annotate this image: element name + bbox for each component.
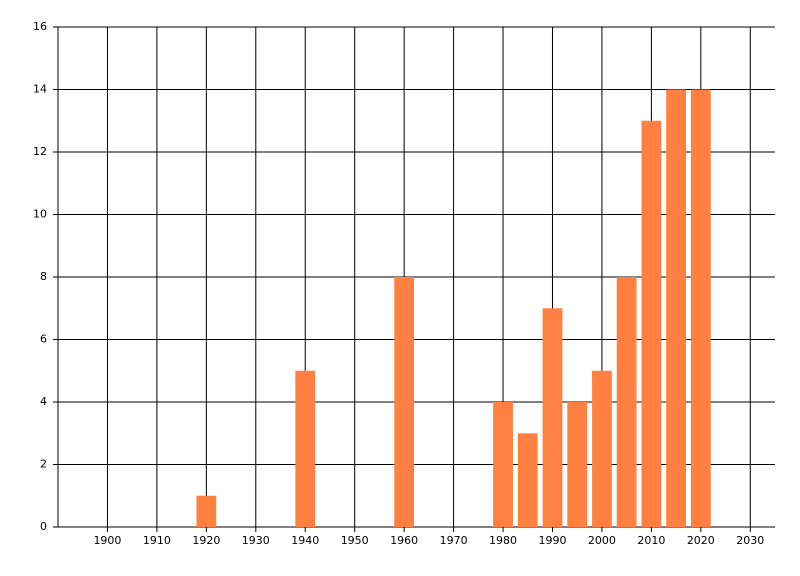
x-tick-label: 2000	[588, 534, 616, 547]
x-tick-label: 2030	[736, 534, 764, 547]
x-tick-label: 1990	[538, 534, 566, 547]
bar	[493, 402, 513, 527]
y-tick-label: 2	[40, 458, 47, 471]
x-tick-label: 1950	[341, 534, 369, 547]
x-tick-label: 1930	[242, 534, 270, 547]
bar	[295, 370, 316, 527]
x-tick-label: 1980	[489, 534, 517, 547]
y-tick-label: 0	[40, 520, 47, 533]
x-tick-label: 1940	[291, 534, 319, 547]
bar	[641, 120, 662, 527]
bar	[666, 89, 686, 527]
bar	[567, 402, 588, 527]
x-tick-label: 2020	[687, 534, 715, 547]
bar	[542, 308, 563, 527]
bar	[592, 370, 612, 527]
bar	[616, 277, 637, 527]
x-tick-label: 1900	[93, 534, 121, 547]
y-tick-label: 6	[40, 333, 47, 346]
bar	[394, 277, 415, 527]
x-tick-label: 1970	[440, 534, 468, 547]
y-tick-label: 16	[33, 20, 47, 33]
bar	[517, 433, 538, 527]
x-tick-label: 1910	[143, 534, 171, 547]
y-tick-label: 8	[40, 270, 47, 283]
y-tick-label: 4	[40, 395, 47, 408]
x-tick-label: 1960	[390, 534, 418, 547]
bar	[196, 495, 217, 527]
y-tick-label: 14	[33, 83, 47, 96]
y-tick-label: 12	[33, 145, 47, 158]
bar	[690, 89, 711, 527]
y-tick-label: 10	[33, 208, 47, 221]
x-tick-label: 1920	[192, 534, 220, 547]
x-tick-label: 2010	[637, 534, 665, 547]
